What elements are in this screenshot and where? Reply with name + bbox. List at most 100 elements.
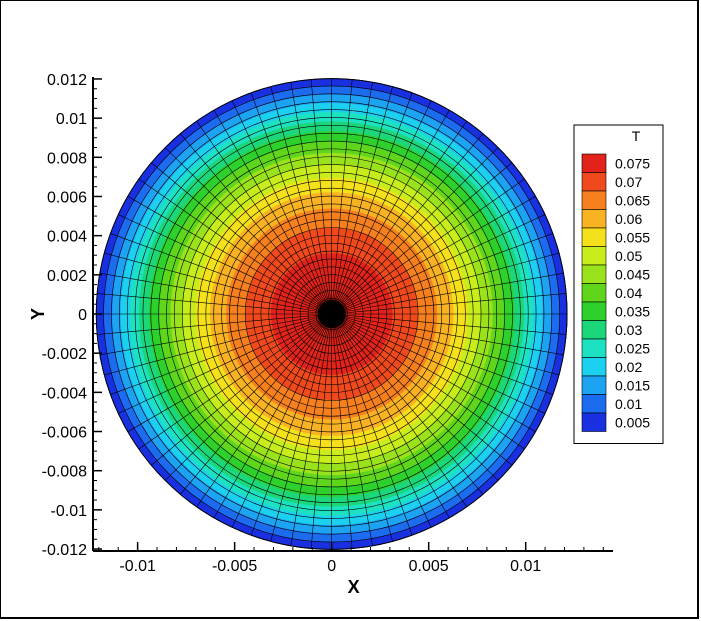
mesh-radial-line <box>331 162 513 315</box>
mesh-radial-line <box>196 120 332 315</box>
legend-swatch <box>581 375 607 395</box>
legend-label: 0.07 <box>615 174 642 190</box>
y-tick-label: -0.012 <box>42 542 87 559</box>
mesh-radial-line <box>331 313 432 528</box>
mesh-radial-line <box>331 313 450 519</box>
legend-swatch <box>581 209 607 229</box>
legend-label: 0.04 <box>615 285 642 301</box>
legend-swatch <box>581 338 607 358</box>
mesh-core-line <box>331 313 346 315</box>
legend-label: 0.035 <box>615 303 650 319</box>
mesh-radial-line <box>127 195 332 315</box>
legend-swatch <box>581 264 607 284</box>
mesh-radial-line <box>331 313 499 482</box>
mesh-radial-line <box>331 133 484 315</box>
mesh-radial-line <box>213 109 332 315</box>
mesh-radial-line <box>179 313 332 495</box>
y-tick-label: 0.002 <box>47 268 87 285</box>
mesh-radial-line <box>331 313 513 466</box>
legend-label: 0.045 <box>615 266 650 282</box>
mesh-radial-line <box>138 313 332 450</box>
temperature-disk <box>95 78 568 550</box>
mesh-radial-line <box>331 100 432 315</box>
legend-items: 0.075 0.07 0.065 0.06 0.055 0.05 0.045 0.04 0.03… <box>581 153 650 432</box>
legend-swatch <box>581 301 607 321</box>
axes: -0.01 -0.005 0 0.005 0.01 -0.012-0.01-0.008-… <box>28 72 613 597</box>
mesh-radial-line <box>331 313 537 433</box>
mesh-radial-line <box>117 214 332 315</box>
y-tick-label: -0.004 <box>42 385 87 402</box>
legend-title: T <box>632 128 641 144</box>
mesh-radial-line <box>138 178 332 315</box>
legend-label: 0.015 <box>615 377 650 393</box>
mesh-radial-line <box>331 178 526 315</box>
mesh-radial-line <box>99 313 332 356</box>
legend-label: 0.025 <box>615 340 650 356</box>
mesh-radial-line <box>331 313 468 508</box>
mesh-radial-line <box>109 233 332 315</box>
mesh-radial-line <box>117 313 332 414</box>
x-tick-label: 0 <box>327 558 336 575</box>
legend-label: 0.055 <box>615 229 650 245</box>
legend-label: 0.065 <box>615 192 650 208</box>
mesh-radial-line <box>331 146 499 315</box>
mesh-radial-line <box>96 293 332 315</box>
y-tick-label: 0 <box>78 307 87 324</box>
mesh-radial-line <box>331 195 537 315</box>
y-tick-label: 0.004 <box>47 229 87 246</box>
mesh-radial-line <box>331 313 393 542</box>
y-tick-label: 0.006 <box>47 189 87 206</box>
legend-swatch <box>581 320 607 340</box>
legend-label: 0.05 <box>615 248 642 264</box>
legend: T 0.0750.070.0650.060.0550.050.0450.040.… <box>573 124 664 444</box>
legend-label: 0.06 <box>615 211 642 227</box>
legend-label: 0.005 <box>615 414 650 430</box>
mesh-radial-line <box>103 252 332 315</box>
mesh-radial-line <box>196 313 332 508</box>
mesh-radial-line <box>250 92 332 315</box>
mesh-radial-line <box>331 233 554 315</box>
mesh-radial-line <box>331 313 565 356</box>
mesh-radial-line <box>331 86 393 315</box>
mesh-radial-line <box>331 313 353 550</box>
y-tick-label: -0.008 <box>42 464 87 481</box>
mesh-lines <box>95 78 568 550</box>
mesh-radial-line <box>213 313 332 519</box>
mesh-radial-line <box>331 120 468 315</box>
mesh-radial-line <box>99 272 332 315</box>
mesh-radial-line <box>250 313 332 536</box>
mesh-radial-line <box>290 313 332 547</box>
legend-label: 0.02 <box>615 359 642 375</box>
mesh-radial-line <box>331 313 373 547</box>
legend-swatch <box>581 283 607 303</box>
legend-swatch <box>581 190 607 210</box>
legend-swatch <box>581 227 607 247</box>
x-ticks: -0.01 -0.005 0 0.005 0.01 <box>98 542 604 575</box>
mesh-radial-line <box>331 313 546 414</box>
y-tick-label: -0.002 <box>42 346 87 363</box>
mesh-radial-line <box>331 313 413 536</box>
legend-label: 0.075 <box>615 155 650 171</box>
mesh-radial-line <box>331 313 560 376</box>
y-tick-label: -0.01 <box>51 503 88 520</box>
mesh-radial-line <box>331 313 526 450</box>
y-ticks: -0.012 -0.01 -0.008 -0.006 -0.004 -0.002 0 0.00… <box>42 72 102 559</box>
legend-swatch <box>581 246 607 266</box>
mesh-radial-line <box>331 313 554 395</box>
mesh-radial-line <box>310 78 332 315</box>
mesh-radial-line <box>127 313 332 433</box>
x-tick-label: 0.01 <box>510 558 541 575</box>
x-tick-label: 0.005 <box>409 558 449 575</box>
mesh-radial-line <box>331 109 450 315</box>
mesh-radial-line <box>179 133 332 315</box>
mesh-radial-line <box>270 313 332 542</box>
legend-swatch <box>581 153 607 173</box>
y-tick-label: -0.006 <box>42 425 87 442</box>
mesh-radial-line <box>150 162 332 315</box>
legend-swatch <box>581 172 607 192</box>
mesh-radial-line <box>164 146 332 315</box>
mesh-radial-line <box>150 313 332 466</box>
mesh-radial-line <box>331 252 560 315</box>
mesh-radial-line <box>331 92 413 315</box>
mesh-radial-line <box>331 78 353 315</box>
